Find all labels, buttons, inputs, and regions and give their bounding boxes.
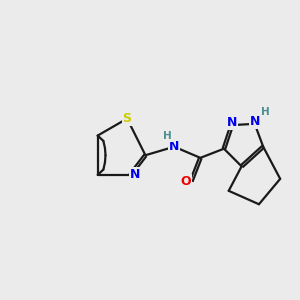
Text: N: N [130,168,140,182]
Text: S: S [123,112,132,125]
Text: N: N [226,116,237,129]
Text: N: N [169,140,179,153]
Text: N: N [250,115,260,128]
Text: H: H [261,107,270,117]
Text: H: H [163,131,172,141]
Text: O: O [181,175,191,188]
